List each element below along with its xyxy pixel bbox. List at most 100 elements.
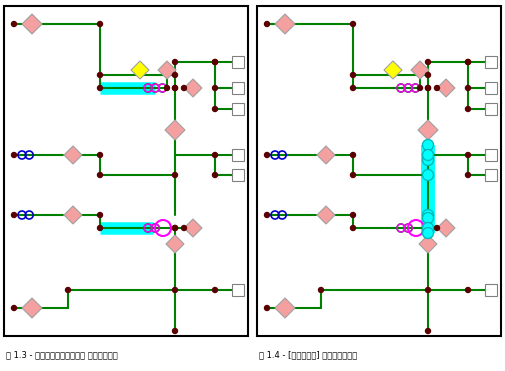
- Bar: [4, 6, 248, 336]
- Bar: [485, 149, 497, 161]
- Circle shape: [181, 226, 186, 230]
- Circle shape: [423, 150, 433, 161]
- Circle shape: [97, 226, 103, 230]
- Circle shape: [423, 223, 433, 233]
- Polygon shape: [418, 120, 438, 140]
- Bar: [485, 169, 497, 181]
- Circle shape: [426, 72, 430, 78]
- Circle shape: [434, 85, 439, 91]
- Circle shape: [265, 305, 270, 311]
- Circle shape: [173, 85, 177, 91]
- Circle shape: [423, 170, 433, 181]
- Circle shape: [97, 213, 103, 217]
- Circle shape: [12, 22, 17, 26]
- Circle shape: [97, 152, 103, 158]
- Circle shape: [265, 152, 270, 158]
- Circle shape: [466, 59, 471, 65]
- Bar: [232, 149, 244, 161]
- Circle shape: [173, 85, 177, 91]
- Text: 図 1.4 - [ループ解析] トレースの結果: 図 1.4 - [ループ解析] トレースの結果: [259, 350, 357, 359]
- Circle shape: [97, 22, 103, 26]
- Circle shape: [423, 139, 433, 151]
- Circle shape: [213, 59, 218, 65]
- Polygon shape: [166, 235, 184, 253]
- Circle shape: [213, 152, 218, 158]
- Circle shape: [181, 85, 186, 91]
- Bar: [257, 6, 501, 336]
- Polygon shape: [158, 61, 176, 79]
- Bar: [232, 103, 244, 115]
- Text: 図 1.3 - 当初のスケマティック ダイアグラム: 図 1.3 - 当初のスケマティック ダイアグラム: [6, 350, 118, 359]
- Circle shape: [350, 173, 356, 177]
- Polygon shape: [184, 219, 202, 237]
- Circle shape: [466, 173, 471, 177]
- Circle shape: [423, 213, 433, 223]
- Circle shape: [12, 213, 17, 217]
- Circle shape: [423, 227, 433, 239]
- Circle shape: [426, 328, 430, 334]
- Polygon shape: [22, 298, 42, 318]
- Circle shape: [426, 85, 430, 91]
- Bar: [232, 82, 244, 94]
- Polygon shape: [165, 120, 185, 140]
- Circle shape: [12, 152, 17, 158]
- Circle shape: [66, 288, 71, 292]
- Polygon shape: [419, 235, 437, 253]
- Circle shape: [426, 226, 430, 230]
- Polygon shape: [275, 14, 295, 34]
- Circle shape: [350, 22, 356, 26]
- Polygon shape: [317, 146, 335, 164]
- Circle shape: [97, 173, 103, 177]
- Circle shape: [350, 152, 356, 158]
- Polygon shape: [184, 79, 202, 97]
- Circle shape: [165, 85, 170, 91]
- Polygon shape: [437, 219, 455, 237]
- Polygon shape: [384, 61, 402, 79]
- Circle shape: [213, 85, 218, 91]
- Bar: [485, 56, 497, 68]
- Circle shape: [423, 154, 433, 165]
- Polygon shape: [411, 61, 429, 79]
- Polygon shape: [64, 206, 82, 224]
- Circle shape: [97, 72, 103, 78]
- Circle shape: [434, 226, 439, 230]
- Circle shape: [418, 85, 423, 91]
- Circle shape: [173, 328, 177, 334]
- Circle shape: [319, 288, 324, 292]
- Polygon shape: [22, 14, 42, 34]
- Circle shape: [466, 59, 471, 65]
- Circle shape: [173, 173, 177, 177]
- Polygon shape: [64, 146, 82, 164]
- Circle shape: [265, 213, 270, 217]
- Circle shape: [426, 173, 430, 177]
- Circle shape: [213, 59, 218, 65]
- Bar: [232, 56, 244, 68]
- Circle shape: [466, 106, 471, 112]
- Circle shape: [423, 210, 433, 220]
- Circle shape: [350, 72, 356, 78]
- Circle shape: [426, 288, 430, 292]
- Circle shape: [466, 152, 471, 158]
- Bar: [485, 284, 497, 296]
- Bar: [485, 103, 497, 115]
- Polygon shape: [317, 206, 335, 224]
- Circle shape: [213, 288, 218, 292]
- Bar: [232, 169, 244, 181]
- Circle shape: [173, 226, 177, 230]
- Polygon shape: [275, 298, 295, 318]
- Circle shape: [426, 85, 430, 91]
- Circle shape: [426, 226, 430, 230]
- Polygon shape: [437, 79, 455, 97]
- Circle shape: [350, 226, 356, 230]
- Circle shape: [173, 72, 177, 78]
- Circle shape: [173, 59, 177, 65]
- Bar: [232, 284, 244, 296]
- Circle shape: [97, 85, 103, 91]
- Circle shape: [466, 288, 471, 292]
- Polygon shape: [131, 61, 149, 79]
- Circle shape: [426, 59, 430, 65]
- Circle shape: [173, 226, 177, 230]
- Circle shape: [350, 213, 356, 217]
- Bar: [485, 82, 497, 94]
- Circle shape: [213, 173, 218, 177]
